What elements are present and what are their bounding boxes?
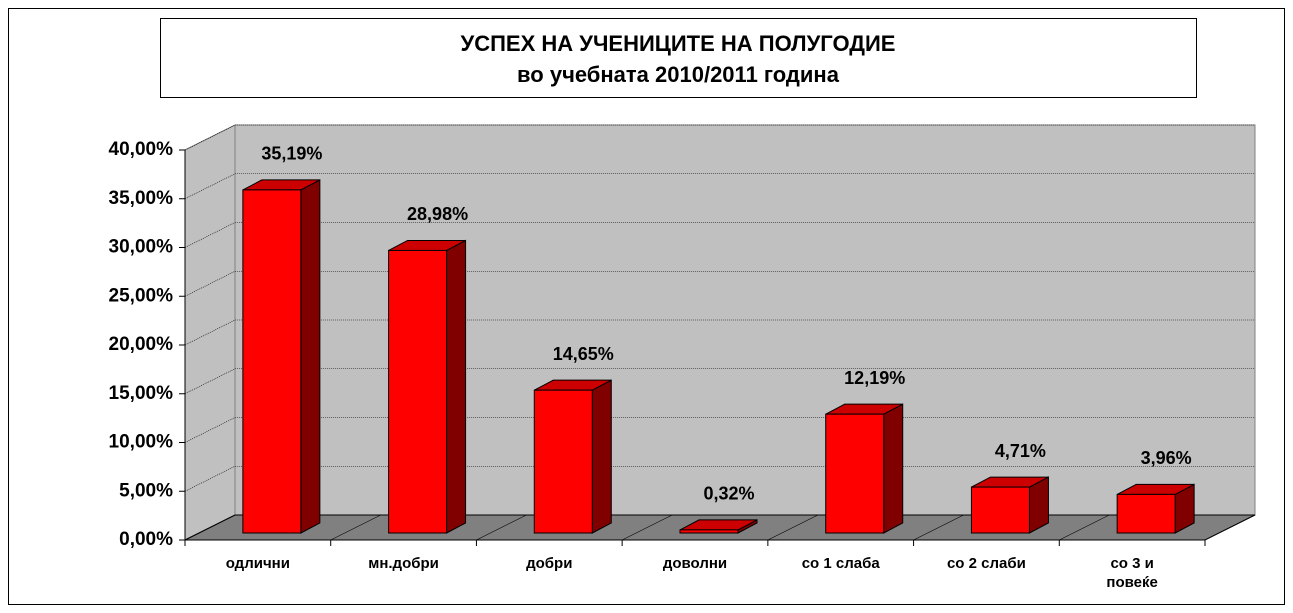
bar [970,486,1030,534]
value-label: 35,19% [261,144,322,164]
floor-divider [913,514,964,541]
chart-title: УСПЕХ НА УЧЕНИЦИТЕ НА ПОЛУГОДИЕ [461,31,896,56]
value-label: 14,65% [553,344,614,364]
y-tick-label: 15,00% [109,383,174,404]
bar [825,413,885,534]
bar [533,389,593,534]
value-label: 12,19% [844,368,905,388]
grid-line [184,368,1255,395]
floor-divider [767,514,818,541]
bar [242,189,302,534]
floor-divider [330,514,381,541]
floor-divider [1059,514,1110,541]
grid-line [184,222,1255,248]
value-label: 4,71% [995,441,1046,461]
bar [1116,493,1176,534]
y-tick-label: 30,00% [109,237,174,258]
bar-side [591,379,612,534]
grid-line [184,465,1255,492]
grid-line [184,417,1255,443]
value-label: 28,98% [407,204,468,224]
floor-divider [184,514,236,541]
grid-line [184,319,1255,346]
x-tick-label: мн.добри [368,555,439,572]
y-tick-label: 20,00% [109,334,174,355]
title-box [160,18,1197,98]
chart-subtitle: во учебната 2010/2011 година [517,62,840,87]
bar-side [300,179,321,534]
floor-divider [476,514,527,541]
y-tick-label: 10,00% [109,432,174,453]
value-label: 3,96% [1141,448,1192,468]
x-tick-label: со 3 и повеќе [1106,555,1158,591]
floor-divider [1204,514,1256,541]
x-tick-label: доволни [662,555,728,572]
value-label: 0,32% [703,484,754,504]
y-tick-label: 25,00% [109,285,174,306]
x-tick-label: со 1 слаба [801,555,880,572]
side-wall [184,124,236,541]
bar [679,529,739,534]
bar-side [446,239,467,534]
grid-line [184,173,1255,200]
y-tick-label: 0,00% [119,529,173,550]
y-tick-label: 40,00% [109,139,174,160]
x-tick-label: одлични [225,555,290,572]
floor-divider [622,514,673,541]
y-tick-label: 35,00% [109,188,174,209]
y-tick-label: 5,00% [119,480,173,501]
bar [388,249,448,534]
grid-line [184,124,1255,151]
grid-line [184,270,1255,297]
bar-side [883,403,904,534]
x-tick-label: добри [526,555,573,572]
x-tick-label: со 2 слаби [946,555,1026,572]
